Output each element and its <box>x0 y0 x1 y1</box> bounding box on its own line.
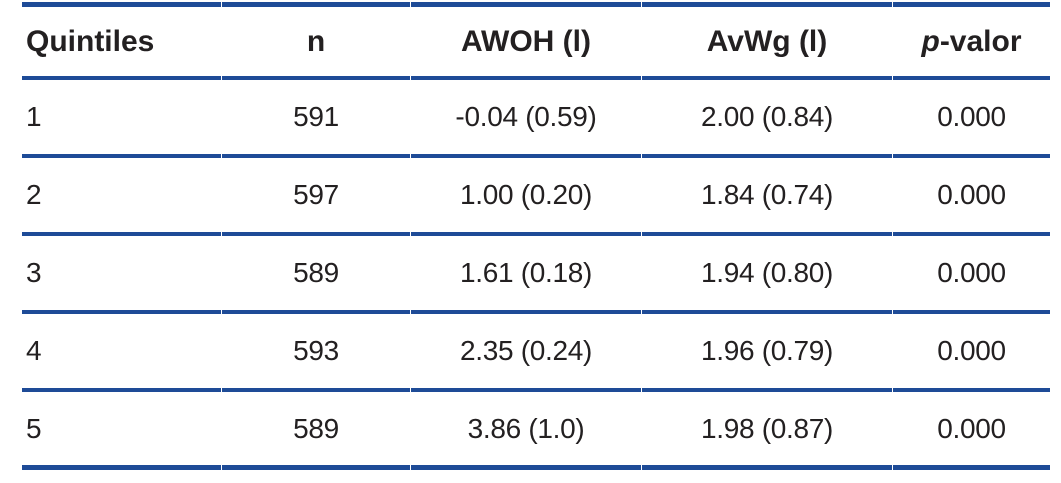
cell-quintile: 1 <box>22 80 221 158</box>
table-row-quintile-2: 2 597 1.00 (0.20) 1.84 (0.74) 0.000 <box>22 158 1050 236</box>
cell-p-value: 0.000 <box>893 80 1050 158</box>
table-row-quintile-5: 5 589 3.86 (1.0) 1.98 (0.87) 0.000 <box>22 392 1050 470</box>
column-header-avwg: AvWg (l) <box>642 2 892 80</box>
cell-n: 593 <box>222 314 410 392</box>
column-header-n: n <box>222 2 410 80</box>
cell-awoh: 1.00 (0.20) <box>411 158 641 236</box>
cell-avwg: 1.96 (0.79) <box>642 314 892 392</box>
p-valor-italic-p: p <box>921 24 940 58</box>
cell-p-value: 0.000 <box>893 236 1050 314</box>
cell-avwg: 1.84 (0.74) <box>642 158 892 236</box>
cell-awoh: 1.61 (0.18) <box>411 236 641 314</box>
header-row: Quintiles n AWOH (l) AvWg (l) p-valor <box>22 2 1050 80</box>
cell-awoh: 2.35 (0.24) <box>411 314 641 392</box>
quintiles-table: Quintiles n AWOH (l) AvWg (l) p-valor 1 … <box>21 2 1051 470</box>
cell-p-value: 0.000 <box>893 314 1050 392</box>
column-header-quintiles: Quintiles <box>22 2 221 80</box>
cell-n: 589 <box>222 236 410 314</box>
column-header-p-valor: p-valor <box>893 2 1050 80</box>
column-header-awoh: AWOH (l) <box>411 2 641 80</box>
cell-n: 589 <box>222 392 410 470</box>
cell-quintile: 3 <box>22 236 221 314</box>
table-row-quintile-4: 4 593 2.35 (0.24) 1.96 (0.79) 0.000 <box>22 314 1050 392</box>
cell-p-value: 0.000 <box>893 392 1050 470</box>
cell-quintile: 4 <box>22 314 221 392</box>
cell-avwg: 1.94 (0.80) <box>642 236 892 314</box>
cell-awoh: -0.04 (0.59) <box>411 80 641 158</box>
cell-awoh: 3.86 (1.0) <box>411 392 641 470</box>
table-row-quintile-3: 3 589 1.61 (0.18) 1.94 (0.80) 0.000 <box>22 236 1050 314</box>
cell-avwg: 1.98 (0.87) <box>642 392 892 470</box>
cell-n: 591 <box>222 80 410 158</box>
p-valor-rest: -valor <box>939 24 1022 58</box>
cell-avwg: 2.00 (0.84) <box>642 80 892 158</box>
cell-quintile: 5 <box>22 392 221 470</box>
table-row-quintile-1: 1 591 -0.04 (0.59) 2.00 (0.84) 0.000 <box>22 80 1050 158</box>
cell-p-value: 0.000 <box>893 158 1050 236</box>
cell-n: 597 <box>222 158 410 236</box>
table-container: Quintiles n AWOH (l) AvWg (l) p-valor 1 … <box>21 2 1051 470</box>
cell-quintile: 2 <box>22 158 221 236</box>
